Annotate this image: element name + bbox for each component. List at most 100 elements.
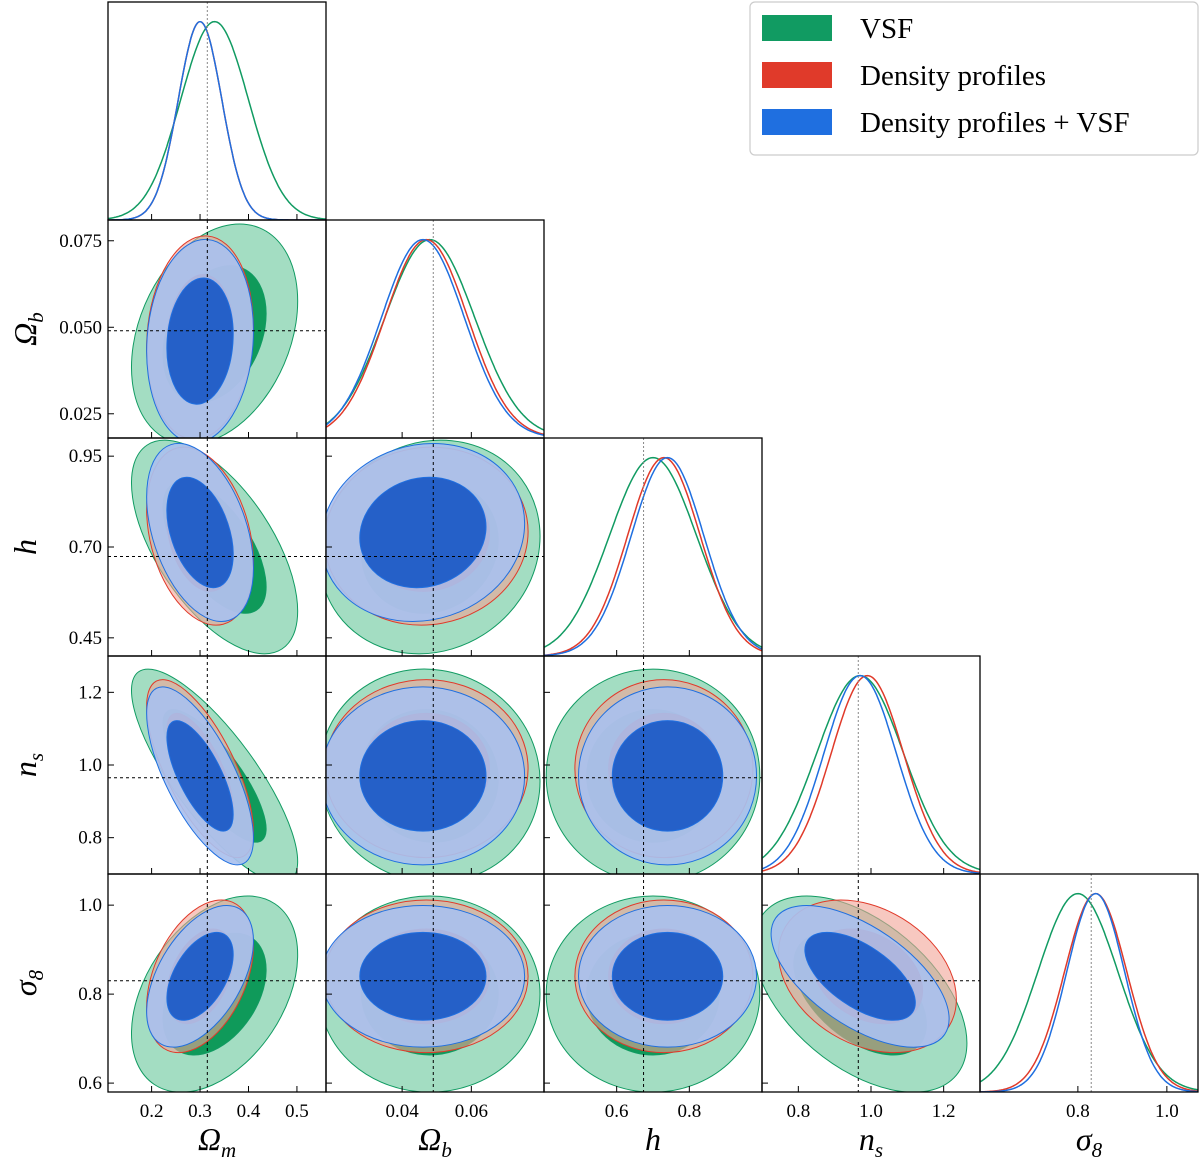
axis-label: Ωm xyxy=(198,1121,236,1162)
y-tick-label: 1.0 xyxy=(78,895,102,916)
marginal-curve xyxy=(326,238,544,436)
panel xyxy=(108,220,326,438)
x-tick-label: 0.4 xyxy=(237,1101,261,1122)
panel xyxy=(326,874,544,1092)
y-tick-label: 1.0 xyxy=(78,755,102,776)
axis-symbol: Ω xyxy=(198,1121,221,1157)
axis-label: ns xyxy=(859,1121,883,1162)
contour-68 xyxy=(166,720,234,832)
marginal-curve xyxy=(108,20,326,220)
legend-label: Density profiles xyxy=(860,60,1046,92)
panel xyxy=(326,220,544,438)
axis-subscript: b xyxy=(441,1138,452,1162)
panel xyxy=(762,874,980,1092)
marginal-curve xyxy=(980,892,1198,1091)
x-tick-label: 1.0 xyxy=(1155,1101,1179,1122)
x-tick-label: 0.5 xyxy=(285,1101,309,1122)
panel xyxy=(326,656,544,874)
marginal-curve xyxy=(980,892,1198,1092)
y-tick-label: 0.075 xyxy=(59,231,102,252)
y-tick-label: 0.6 xyxy=(78,1073,102,1094)
x-tick-label: 0.2 xyxy=(140,1101,164,1122)
x-tick-label: 1.0 xyxy=(859,1101,883,1122)
axis-subscript: m xyxy=(221,1138,236,1162)
panel xyxy=(108,656,326,874)
contour-68 xyxy=(359,720,487,832)
axis-subscript: s xyxy=(875,1138,883,1162)
legend-swatch xyxy=(762,62,832,88)
contour-68 xyxy=(804,931,916,1021)
x-tick-label: 0.8 xyxy=(786,1101,810,1122)
axis-subscript: 8 xyxy=(1092,1138,1103,1162)
y-tick-label: 1.2 xyxy=(78,682,102,703)
x-tick-label: 0.8 xyxy=(677,1101,701,1122)
axis-label: σ8 xyxy=(1076,1121,1103,1162)
panel-frame xyxy=(543,437,763,657)
marginal-curve xyxy=(980,892,1198,1092)
axis-subscript: s xyxy=(24,753,48,761)
panel xyxy=(544,438,762,656)
axis-label: h xyxy=(7,539,43,555)
axis-label: ns xyxy=(7,753,48,777)
legend-label: Density profiles + VSF xyxy=(860,107,1130,139)
legend-box xyxy=(749,1,1199,156)
y-tick-label: 0.050 xyxy=(59,317,102,338)
panel xyxy=(544,874,762,1092)
x-tick-label: 1.2 xyxy=(932,1101,956,1122)
y-tick-label: 0.70 xyxy=(69,537,102,558)
contour-68 xyxy=(166,931,234,1021)
axis-symbol: Ω xyxy=(418,1121,441,1157)
panel xyxy=(108,438,326,656)
axis-symbol: h xyxy=(645,1121,661,1157)
axis-label: Ωb xyxy=(7,312,48,346)
contour-68 xyxy=(166,277,234,405)
legend-swatch xyxy=(762,109,832,135)
panel xyxy=(980,874,1198,1092)
marginal-curve xyxy=(326,238,544,431)
y-tick-label: 0.45 xyxy=(69,628,102,649)
axis-label: Ωb xyxy=(418,1121,452,1162)
y-tick-label: 0.8 xyxy=(78,828,102,849)
contour-68 xyxy=(611,720,724,832)
marginal-curve xyxy=(544,456,762,656)
panel-frame xyxy=(979,873,1199,1093)
panel xyxy=(108,2,326,220)
marginal-curve xyxy=(762,674,980,874)
x-tick-label: 0.6 xyxy=(605,1101,629,1122)
y-tick-label: 0.8 xyxy=(78,984,102,1005)
legend-label: VSF xyxy=(860,13,913,45)
axis-subscript: 8 xyxy=(24,969,48,980)
marginal-curve xyxy=(762,674,980,871)
panel xyxy=(762,656,980,874)
marginal-curve xyxy=(326,238,544,436)
panel xyxy=(108,874,326,1092)
x-tick-label: 0.06 xyxy=(455,1101,488,1122)
x-tick-label: 0.04 xyxy=(386,1101,420,1122)
panel xyxy=(544,656,762,874)
panel-frame xyxy=(325,219,545,439)
contour-68 xyxy=(166,476,234,589)
y-tick-label: 0.95 xyxy=(69,446,102,467)
panel-frame xyxy=(107,1,327,221)
axis-label: σ8 xyxy=(7,969,48,996)
axis-symbol: n xyxy=(859,1121,875,1157)
panel-frame xyxy=(761,655,981,875)
marginal-curve xyxy=(762,674,980,874)
axis-symbol: σ xyxy=(1076,1121,1093,1157)
axis-subscript: b xyxy=(24,312,48,323)
axis-symbol: σ xyxy=(7,979,43,996)
contour-68 xyxy=(359,931,487,1021)
marginal-curve xyxy=(544,456,762,648)
y-tick-label: 0.025 xyxy=(59,404,102,425)
legend-swatch xyxy=(762,15,832,41)
marginal-curve xyxy=(108,20,326,220)
panel xyxy=(326,438,544,656)
axis-symbol: Ω xyxy=(7,323,43,346)
x-tick-label: 0.3 xyxy=(188,1101,212,1122)
contour-68 xyxy=(359,476,487,589)
marginal-curve xyxy=(544,456,762,656)
axis-label: h xyxy=(645,1121,661,1157)
axis-symbol: h xyxy=(7,539,43,555)
marginal-curve xyxy=(108,20,326,220)
